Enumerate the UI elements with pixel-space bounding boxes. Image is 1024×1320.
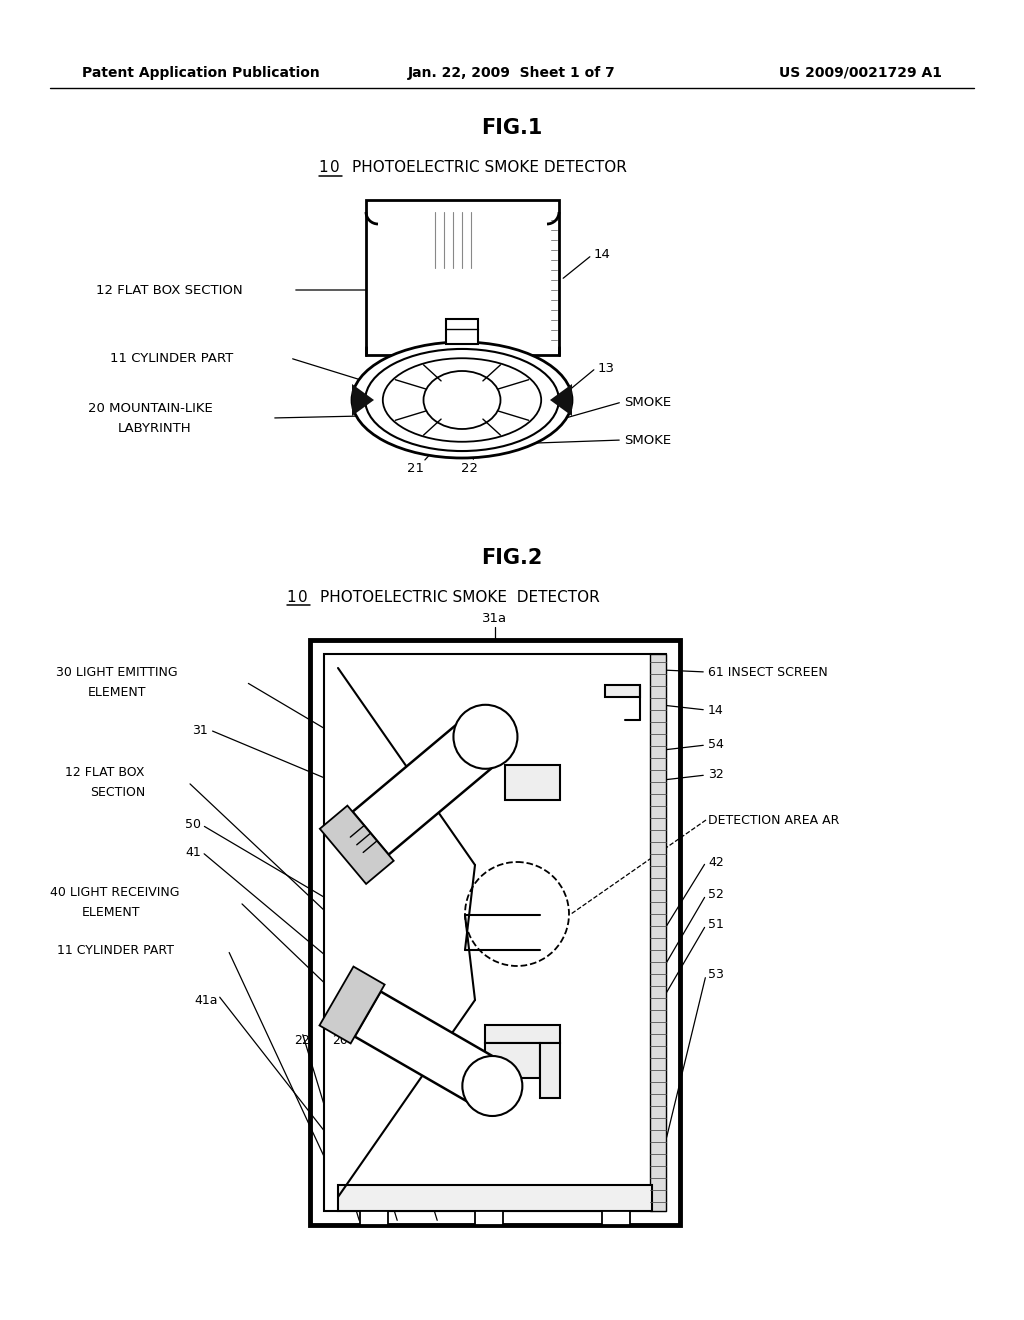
- Text: Jan. 22, 2009  Sheet 1 of 7: Jan. 22, 2009 Sheet 1 of 7: [409, 66, 615, 81]
- Text: 20 MOUNTAIN-LIKE: 20 MOUNTAIN-LIKE: [88, 401, 213, 414]
- Bar: [360, 1210, 388, 1225]
- Text: 31a: 31a: [482, 611, 508, 624]
- Text: 1: 1: [318, 161, 328, 176]
- Text: 40 LIGHT RECEIVING: 40 LIGHT RECEIVING: [50, 886, 179, 899]
- Text: ELEMENT: ELEMENT: [88, 685, 146, 698]
- Text: 0: 0: [330, 161, 340, 176]
- Ellipse shape: [424, 371, 501, 429]
- Text: DETECTION AREA AR: DETECTION AREA AR: [708, 813, 840, 826]
- Text: 22: 22: [294, 1034, 310, 1047]
- Text: FIG.1: FIG.1: [481, 117, 543, 139]
- Bar: [324, 653, 666, 1210]
- Ellipse shape: [383, 358, 542, 442]
- Bar: [485, 1043, 540, 1078]
- Text: 21: 21: [407, 462, 424, 474]
- Bar: [605, 685, 640, 697]
- Text: 1: 1: [286, 590, 296, 605]
- Bar: [475, 1210, 503, 1225]
- Text: LABYRINTH: LABYRINTH: [118, 421, 191, 434]
- Polygon shape: [319, 966, 385, 1043]
- Text: FIG.2: FIG.2: [481, 548, 543, 568]
- Text: 12 FLAT BOX: 12 FLAT BOX: [65, 766, 144, 779]
- Polygon shape: [319, 805, 393, 884]
- Text: 51: 51: [708, 919, 724, 932]
- Bar: [338, 1185, 652, 1210]
- Ellipse shape: [352, 342, 572, 458]
- Text: 41b: 41b: [369, 1034, 392, 1047]
- Text: 50: 50: [185, 818, 201, 832]
- Bar: [485, 1026, 560, 1043]
- Text: 53: 53: [708, 969, 724, 982]
- Text: 11 CYLINDER PART: 11 CYLINDER PART: [110, 351, 233, 364]
- Bar: [540, 1043, 560, 1098]
- Text: 41a: 41a: [194, 994, 217, 1006]
- Text: 61 INSECT SCREEN: 61 INSECT SCREEN: [708, 665, 827, 678]
- Text: 30 LIGHT EMITTING: 30 LIGHT EMITTING: [56, 665, 177, 678]
- Polygon shape: [352, 384, 374, 416]
- Text: 13: 13: [598, 362, 615, 375]
- Text: 54: 54: [708, 738, 724, 751]
- Circle shape: [463, 1056, 522, 1115]
- Bar: [505, 766, 560, 800]
- Bar: [310, 640, 680, 1225]
- Text: US 2009/0021729 A1: US 2009/0021729 A1: [779, 66, 942, 81]
- Text: 0: 0: [298, 590, 307, 605]
- Polygon shape: [354, 991, 506, 1109]
- Polygon shape: [550, 384, 572, 416]
- Text: PHOTOELECTRIC SMOKE DETECTOR: PHOTOELECTRIC SMOKE DETECTOR: [352, 161, 627, 176]
- Text: PHOTOELECTRIC SMOKE  DETECTOR: PHOTOELECTRIC SMOKE DETECTOR: [319, 590, 600, 605]
- Polygon shape: [352, 715, 504, 854]
- Text: 22: 22: [462, 462, 478, 474]
- Bar: [650, 653, 666, 1210]
- Circle shape: [454, 705, 517, 768]
- Bar: [446, 319, 478, 345]
- Text: SECTION: SECTION: [90, 785, 145, 799]
- Text: 20: 20: [332, 1034, 348, 1047]
- Text: 14: 14: [594, 248, 611, 261]
- Text: 41: 41: [185, 846, 201, 858]
- Text: 42: 42: [708, 855, 724, 869]
- Text: 14: 14: [708, 704, 724, 717]
- Text: SMOKE: SMOKE: [624, 433, 671, 446]
- Text: SMOKE: SMOKE: [624, 396, 671, 408]
- Bar: [366, 201, 559, 355]
- Text: 11 CYLINDER PART: 11 CYLINDER PART: [57, 944, 174, 957]
- Text: 52: 52: [708, 888, 724, 902]
- Text: Patent Application Publication: Patent Application Publication: [82, 66, 319, 81]
- Bar: [602, 1210, 630, 1225]
- Text: 31: 31: [193, 723, 208, 737]
- Text: ELEMENT: ELEMENT: [82, 906, 140, 919]
- Text: 12 FLAT BOX SECTION: 12 FLAT BOX SECTION: [96, 284, 243, 297]
- Text: 32: 32: [708, 768, 724, 781]
